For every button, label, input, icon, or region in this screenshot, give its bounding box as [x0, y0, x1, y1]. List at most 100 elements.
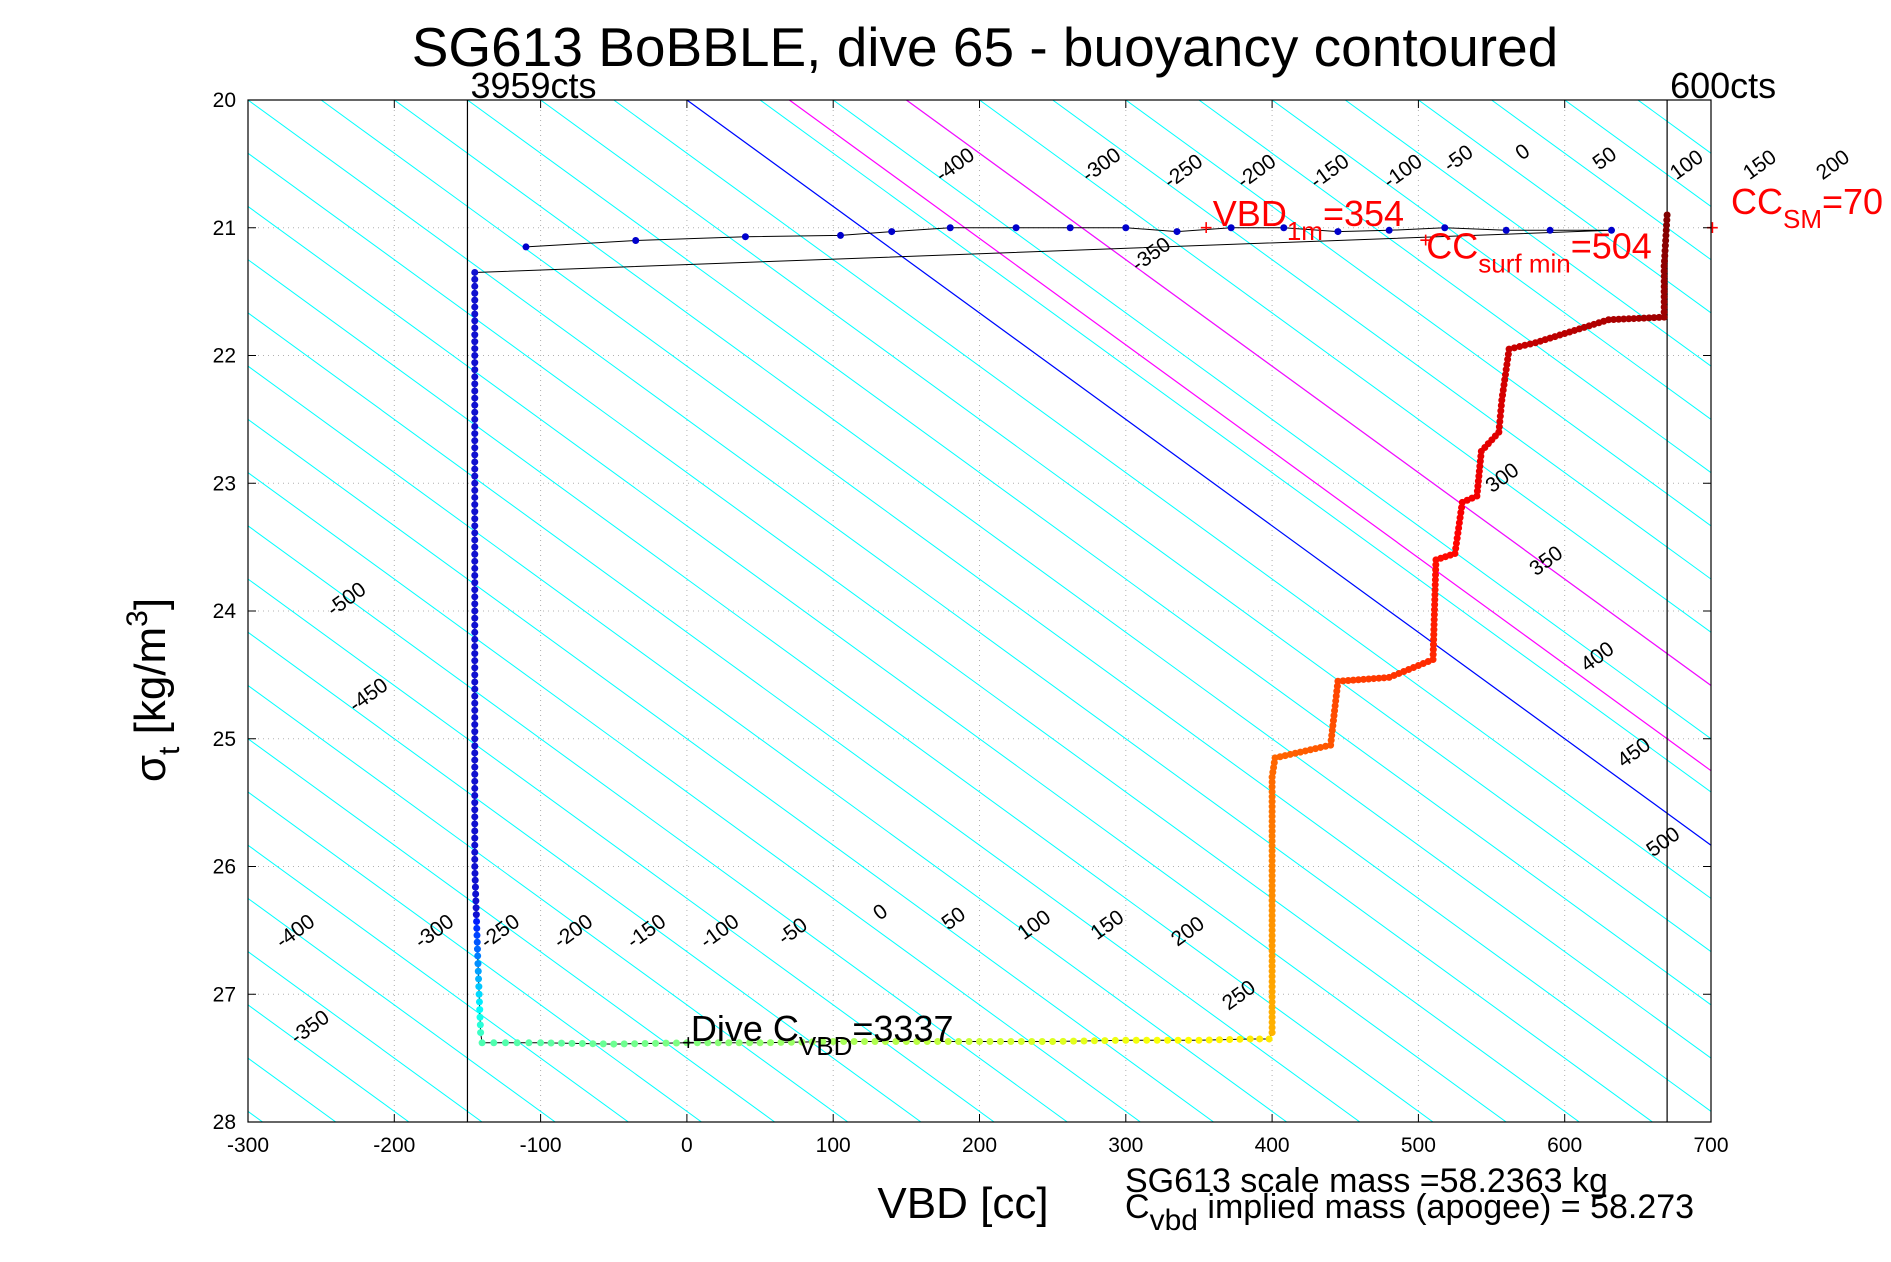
data-point — [471, 657, 479, 665]
contour-line — [1125, 100, 1711, 527]
data-point — [735, 1039, 743, 1047]
data-point — [1660, 283, 1668, 291]
contour-line — [248, 418, 1214, 1122]
data-point — [471, 827, 479, 835]
data-point — [1505, 345, 1513, 353]
data-point — [471, 437, 479, 445]
data-point — [471, 296, 479, 304]
data-point — [1132, 1036, 1140, 1044]
data-point — [471, 650, 479, 658]
data-point — [1268, 942, 1276, 950]
data-point — [471, 331, 479, 339]
y-tick-label: 28 — [213, 1111, 236, 1134]
data-point — [474, 952, 482, 960]
data-point — [1268, 798, 1276, 806]
annotation-marker: + — [1706, 215, 1719, 240]
data-point — [1630, 315, 1638, 323]
y-tick-label: 20 — [213, 89, 236, 112]
data-point — [1344, 676, 1352, 684]
data-point — [1431, 591, 1439, 599]
data-point — [631, 1040, 639, 1048]
contour-label: 500 — [1642, 822, 1684, 861]
data-point — [1354, 676, 1362, 684]
data-point — [471, 366, 479, 374]
data-point — [471, 359, 479, 367]
data-point — [476, 1013, 484, 1021]
data-point — [913, 1038, 921, 1046]
data-point — [1615, 315, 1623, 323]
data-point — [1268, 793, 1276, 801]
contour-line — [467, 100, 1711, 1006]
data-point — [1195, 1036, 1203, 1044]
contour-line-highlight — [905, 100, 1711, 687]
data-point — [620, 1040, 628, 1048]
data-point — [1268, 872, 1276, 880]
data-point — [1452, 544, 1460, 552]
contour-line — [0, 100, 43, 1122]
data-point — [471, 387, 479, 395]
data-point — [471, 721, 479, 729]
data-point — [471, 430, 479, 438]
data-point — [471, 579, 479, 587]
data-point — [513, 1039, 521, 1047]
data-point — [1059, 1037, 1067, 1045]
data-point — [1268, 812, 1276, 820]
data-point — [1660, 288, 1668, 296]
data-point — [476, 1006, 484, 1014]
data-point — [471, 317, 479, 325]
data-point — [471, 522, 479, 530]
contour-label: -250 — [476, 910, 524, 953]
data-point — [471, 593, 479, 601]
data-point — [1268, 887, 1276, 895]
contour-label: -450 — [345, 674, 393, 717]
data-point — [1660, 277, 1668, 285]
contour-line — [1198, 100, 1711, 474]
data-point — [471, 458, 479, 466]
x-tick-label: 600 — [1547, 1134, 1582, 1157]
contour-label: -350 — [1127, 233, 1175, 276]
data-point — [471, 515, 479, 523]
data-point — [1268, 931, 1276, 939]
data-point — [1635, 314, 1643, 322]
contour-line — [1637, 100, 1711, 154]
data-point — [1246, 1035, 1254, 1043]
data-point — [1122, 224, 1130, 232]
data-point — [1111, 1036, 1119, 1044]
data-point — [1521, 341, 1529, 349]
y-tick-label: 23 — [213, 472, 236, 495]
data-point — [861, 1038, 869, 1046]
data-point — [1500, 381, 1508, 389]
contour-line — [248, 951, 483, 1122]
data-point — [501, 1039, 509, 1047]
data-point — [1268, 962, 1276, 970]
data-point — [1205, 1036, 1213, 1044]
data-point — [471, 735, 479, 743]
contour-line — [248, 578, 995, 1122]
data-point — [525, 1039, 533, 1047]
data-point — [471, 749, 479, 757]
data-point — [473, 931, 481, 939]
contour-line — [248, 471, 1141, 1122]
tick-layer: -300 -200 -100 0 100 200 300 400 500 600 700202122… — [213, 89, 1729, 1157]
data-point — [1268, 783, 1276, 791]
data-point — [471, 557, 479, 565]
data-point — [741, 233, 749, 241]
data-point — [547, 1039, 555, 1047]
data-point — [1268, 832, 1276, 840]
annotation: VBD1m=354 — [1213, 193, 1404, 246]
contour-label: 200 — [1812, 145, 1854, 184]
contour-label: 150 — [1086, 906, 1128, 945]
data-point — [1227, 224, 1235, 232]
contour-label: 100 — [1013, 906, 1055, 945]
data-point — [1268, 842, 1276, 850]
data-point — [1268, 847, 1276, 855]
data-point — [471, 586, 479, 594]
data-point — [1620, 315, 1628, 323]
data-point — [704, 1039, 712, 1047]
data-point — [1173, 228, 1181, 236]
data-point — [471, 635, 479, 643]
data-point — [471, 671, 479, 679]
data-point — [1663, 211, 1671, 219]
data-point — [1605, 316, 1613, 324]
data-point — [475, 998, 483, 1006]
